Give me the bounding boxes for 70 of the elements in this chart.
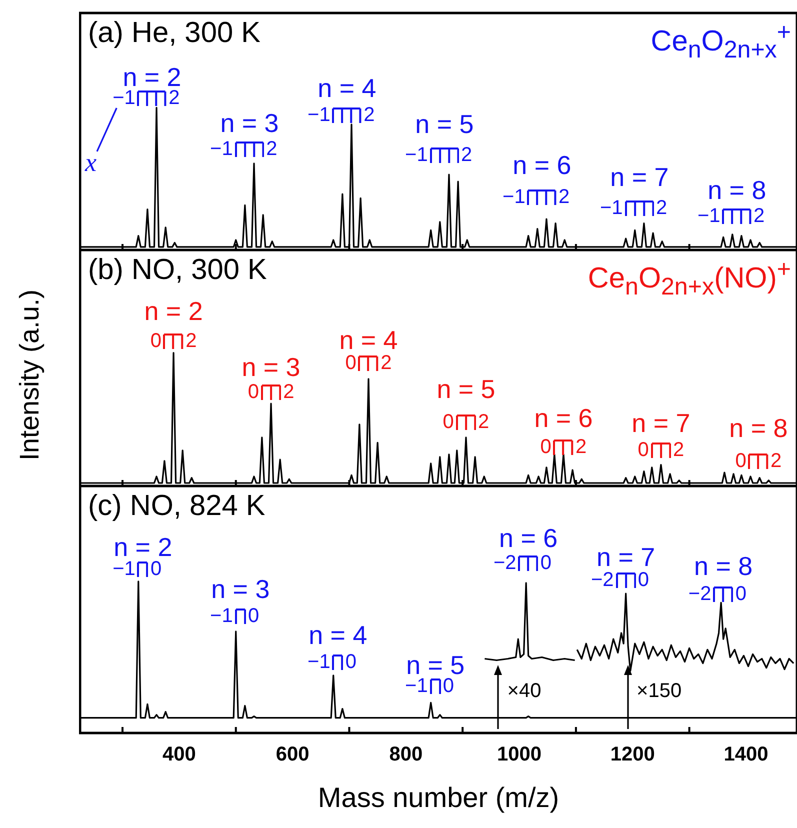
annotation: n = 3	[211, 574, 270, 604]
annotation: −1	[600, 196, 623, 219]
x-tick-label: 1000	[497, 744, 542, 766]
x-axis-title: Mass number (m/z)	[318, 782, 560, 814]
annotation: n = 6	[512, 150, 572, 180]
annotation: −1	[308, 104, 330, 126]
annotation: −1	[112, 86, 136, 109]
annotation: 2	[576, 436, 587, 458]
text: n = 2	[144, 296, 203, 326]
annotation: 2	[478, 410, 490, 433]
y-axis-title: Intensity (a.u.)	[14, 289, 46, 461]
annotation: 2	[283, 380, 294, 403]
annotation: n = 5	[436, 374, 496, 404]
text: n = 6	[499, 522, 558, 553]
annotation: 2	[770, 450, 782, 472]
x-tick-label: 1400	[724, 744, 768, 766]
annotation: 2	[168, 86, 180, 109]
annotation: n = 4	[339, 324, 398, 355]
chart-title: (b) NO, 300 K	[88, 254, 267, 287]
annotation: 0	[345, 352, 356, 374]
annotation: 2	[656, 196, 668, 219]
annotation: n = 8	[729, 413, 788, 444]
annotation: 0	[248, 380, 259, 403]
annotation: 0	[442, 410, 454, 433]
annotation: n = 5	[415, 109, 474, 140]
annotation: 2	[461, 144, 472, 166]
annotation: n = 4	[308, 620, 368, 650]
text: 0	[540, 552, 552, 574]
annotation: 0	[638, 439, 649, 462]
x-tick-label: 800	[389, 744, 423, 766]
annotation: −1	[405, 675, 428, 698]
annotation: n = 3	[242, 352, 300, 382]
annotation: 2	[673, 439, 684, 462]
annotation: −1	[405, 144, 428, 166]
chart-title: (a) He, 300 K	[88, 17, 260, 50]
x-tick-label: 1200	[610, 744, 655, 766]
text: −2	[493, 552, 516, 574]
annotation: −2	[688, 582, 712, 605]
annotation: ×150	[636, 680, 682, 702]
annotation: 0	[345, 650, 357, 673]
annotation: −1	[502, 186, 526, 208]
annotation: −1	[210, 138, 233, 160]
annotation: 0	[442, 675, 454, 698]
annotation: n = 8	[708, 174, 766, 205]
annotation: 0	[248, 605, 260, 628]
text: n = 8	[694, 551, 753, 582]
annotation: −1	[698, 205, 720, 228]
annotation: n = 7	[632, 408, 690, 438]
annotation: ×40	[507, 680, 542, 702]
annotation: −1	[210, 605, 233, 628]
annotation: 0	[735, 450, 746, 472]
chart-title: (c) NO, 824 K	[88, 490, 266, 523]
annotation: n = 7	[610, 162, 669, 192]
annotation: 0	[540, 436, 552, 458]
annotation: 2	[558, 186, 570, 208]
annotation: n = 3	[220, 108, 279, 138]
annotation: −1	[308, 650, 330, 673]
annotation: n = 6	[534, 402, 593, 433]
annotation: 2	[364, 104, 375, 126]
chart-subtitle: Ce$_{n}$O$_{2n+x}$(NO)$^{+}$	[588, 256, 791, 302]
text: 2	[186, 330, 197, 352]
x-tick-label: 400	[162, 744, 196, 766]
annotation: 2	[266, 138, 278, 160]
annotation: 0	[735, 582, 746, 605]
text: 0	[150, 330, 162, 352]
x-tick-label: 600	[276, 744, 310, 766]
annotation: 2	[380, 352, 392, 374]
text: n = 4	[318, 73, 376, 104]
annotation: x	[84, 148, 97, 178]
annotation: 2	[754, 205, 765, 228]
